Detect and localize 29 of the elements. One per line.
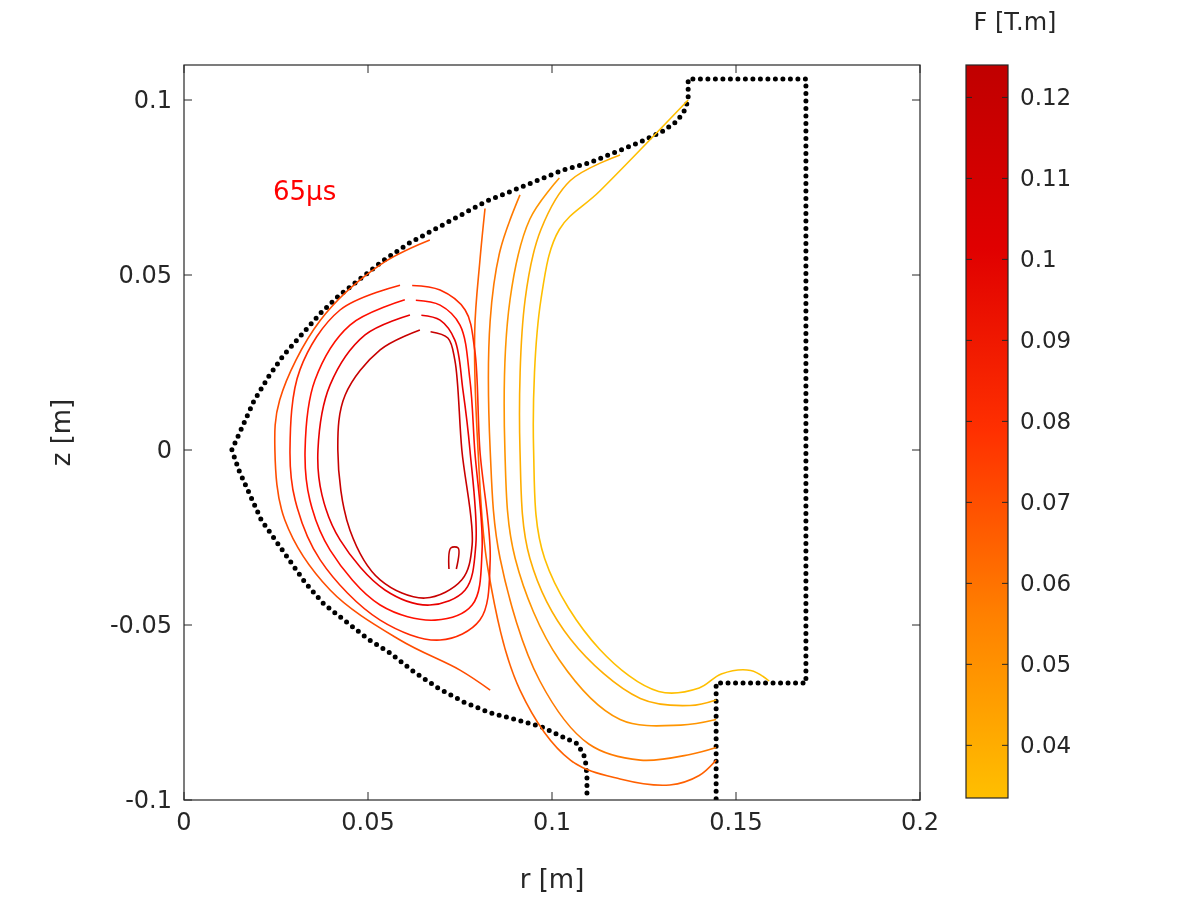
line-series: [273, 239, 491, 691]
color-bar-label: 0.08: [1020, 408, 1072, 435]
color-bar-title: F [T.m]: [973, 8, 1057, 36]
x-axis-title: r [m]: [519, 864, 585, 894]
color-bar-label: 0.07: [1020, 489, 1072, 516]
x-tick-label: 0.2: [900, 808, 940, 836]
y-axis-title: z [m]: [46, 398, 76, 467]
color-bar-label: 0.04: [1020, 732, 1072, 759]
color-bar-label: 0.06: [1020, 570, 1072, 597]
line-series: [337, 329, 474, 599]
x-tick-label: 0: [176, 808, 192, 836]
color-bar-label: 0.05: [1020, 651, 1072, 678]
y-tick-label: -0.05: [109, 611, 172, 640]
y-tick-label: 0.1: [133, 86, 172, 115]
annotation: 65μs: [273, 176, 337, 206]
y-tick-label: -0.1: [125, 786, 172, 815]
x-tick-label: 0.05: [341, 808, 395, 836]
x-tick-label: 0.15: [709, 808, 763, 836]
x-tick-label: 0.1: [532, 808, 572, 836]
y-tick-label: 0: [156, 436, 172, 465]
color-bar-label: 0.1: [1020, 246, 1057, 273]
line-series: [304, 299, 484, 621]
y-tick-label: 0.05: [118, 261, 172, 290]
color-bar-label: 0.11: [1020, 165, 1072, 192]
color-bar-label: 0.09: [1020, 327, 1072, 354]
color-bar-label: 0.12: [1020, 84, 1072, 111]
line-series: [289, 284, 492, 641]
line-series: [316, 314, 478, 606]
line-series: [532, 99, 770, 694]
